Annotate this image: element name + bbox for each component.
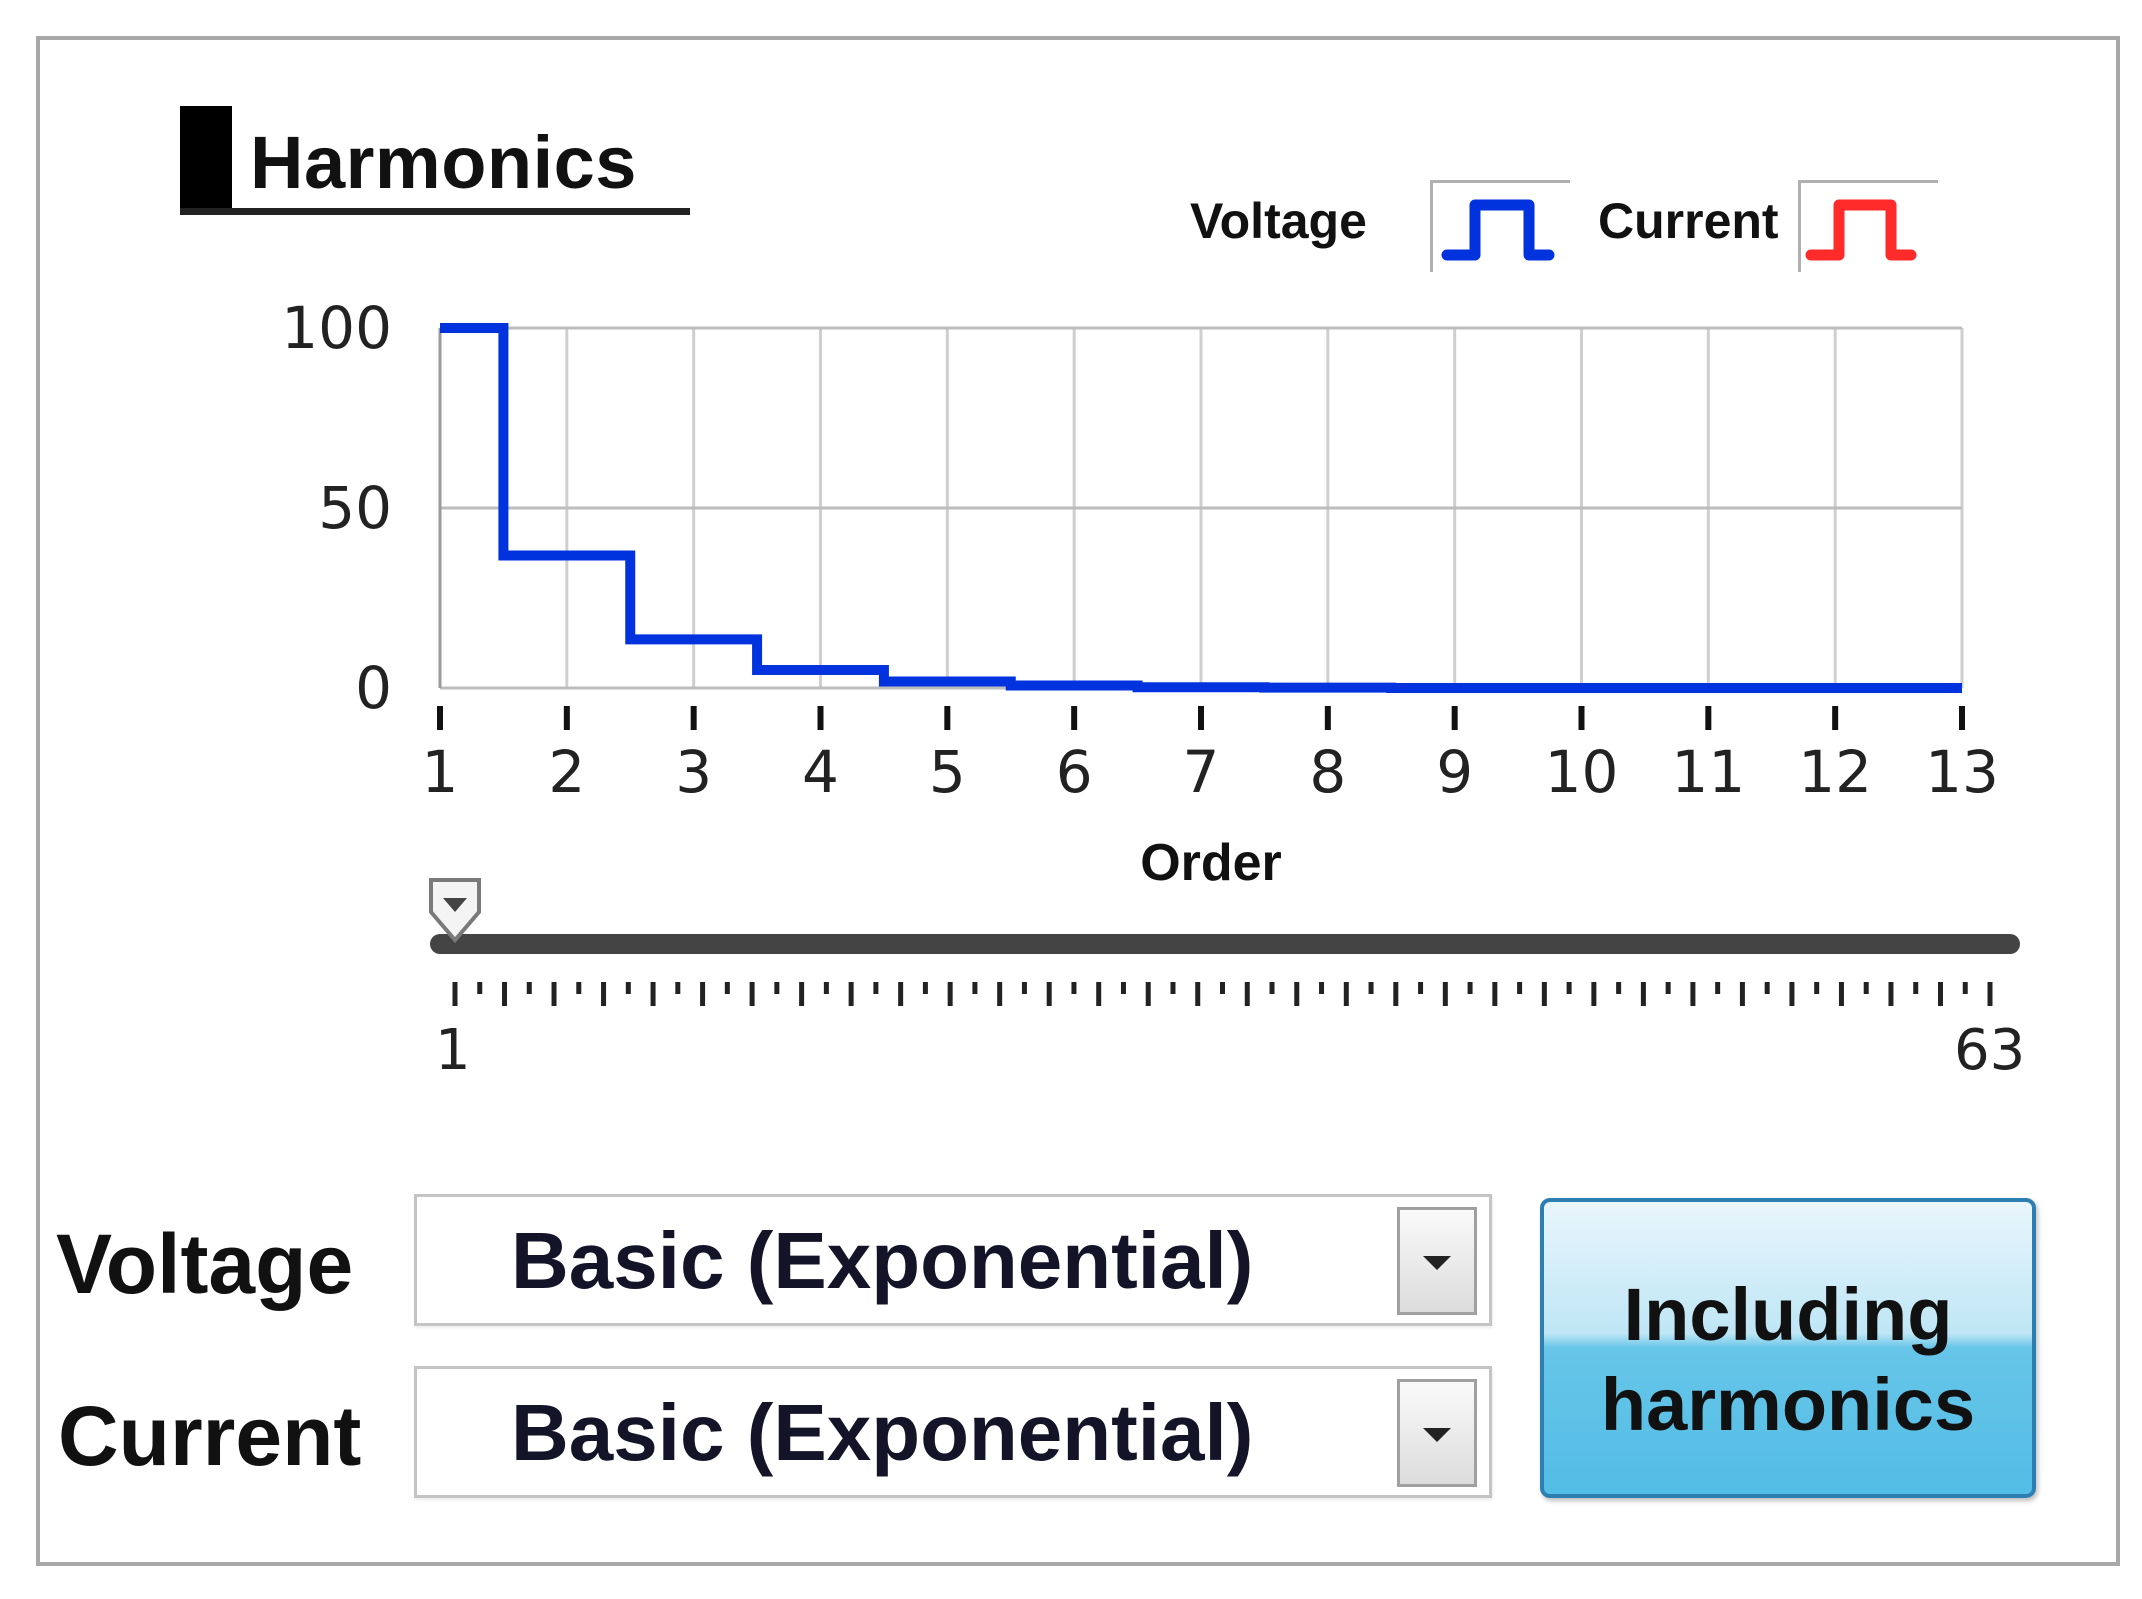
slider-handle[interactable] (429, 878, 481, 944)
x-tick-label: 11 (1671, 738, 1745, 806)
x-tick-label: 4 (802, 738, 839, 806)
slider-min-label: 1 (435, 1018, 471, 1083)
y-tick-label: 100 (281, 294, 392, 362)
legend-current-label: Current (1598, 193, 1779, 249)
current-dropdown-button[interactable] (1397, 1379, 1477, 1487)
slider-max-label: 63 (1954, 1018, 2026, 1083)
current-row-label: Current (58, 1389, 362, 1483)
current-waveform-icon (1798, 180, 1938, 272)
voltage-dropdown-button[interactable] (1397, 1207, 1477, 1315)
current-select[interactable]: Basic (Exponential) (414, 1366, 1492, 1498)
including-harmonics-line2: harmonics (1600, 1363, 1976, 1446)
title-underline (180, 208, 690, 215)
current-select-value: Basic (Exponential) (511, 1388, 1254, 1477)
x-tick-label: 8 (1309, 738, 1346, 806)
chevron-down-icon (1423, 1256, 1451, 1270)
x-tick-label: 12 (1798, 738, 1872, 806)
slider-handle-arrow-icon (443, 898, 467, 912)
series-line-voltage (440, 323, 1962, 693)
x-tick-label: 5 (929, 738, 966, 806)
x-axis-label: Order (1140, 834, 1282, 892)
title-text: Harmonics (250, 121, 637, 204)
x-tick-label: 1 (422, 738, 459, 806)
legend-voltage-label: Voltage (1190, 193, 1367, 249)
y-tick-label: 0 (355, 654, 392, 722)
chevron-down-icon (1423, 1428, 1451, 1442)
x-tick-label: 10 (1545, 738, 1619, 806)
voltage-row-label: Voltage (56, 1217, 354, 1311)
section-title: Harmonics (180, 106, 690, 216)
x-tick-label: 3 (675, 738, 712, 806)
title-marker (180, 106, 232, 212)
x-tick-label: 13 (1925, 738, 1999, 806)
including-harmonics-line1: Including (1623, 1273, 1953, 1356)
voltage-select[interactable]: Basic (Exponential) (414, 1194, 1492, 1326)
voltage-waveform-icon (1430, 180, 1570, 272)
voltage-select-value: Basic (Exponential) (511, 1216, 1254, 1305)
including-harmonics-button[interactable]: Including harmonics (1540, 1198, 2036, 1498)
x-tick-label: 7 (1183, 738, 1220, 806)
y-tick-label: 50 (318, 474, 392, 542)
x-tick-label: 9 (1436, 738, 1473, 806)
x-tick-label: 6 (1056, 738, 1093, 806)
x-tick-label: 2 (548, 738, 585, 806)
